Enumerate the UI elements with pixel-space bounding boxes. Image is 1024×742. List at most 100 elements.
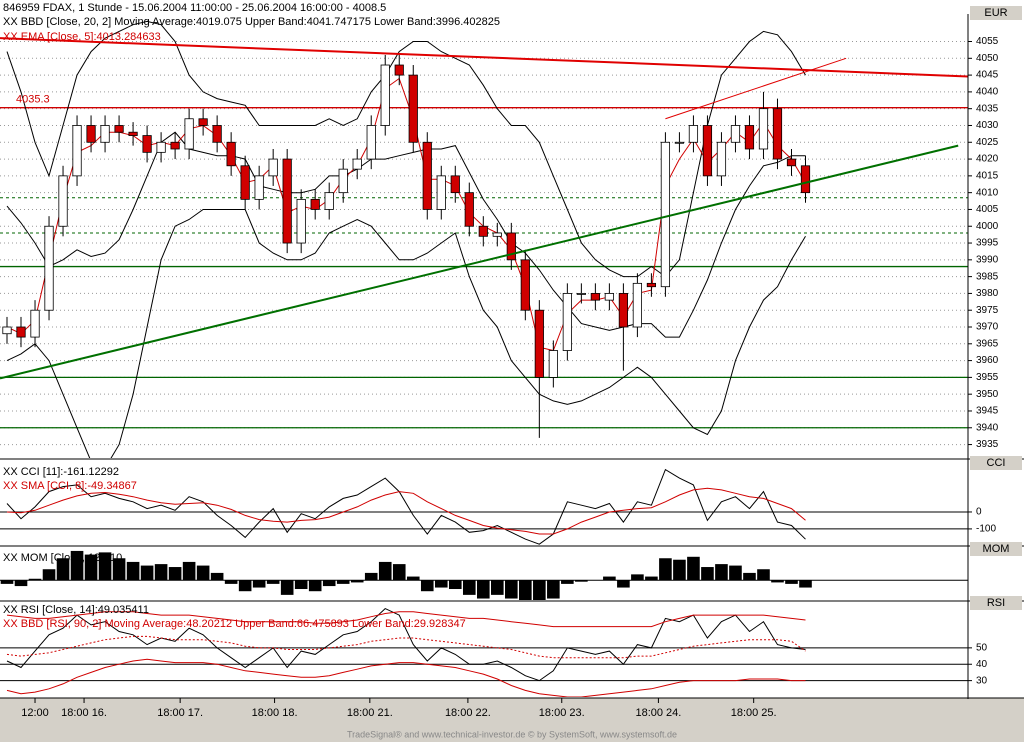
x-tick-label: 18:00 22. [445,707,491,719]
candle-body [534,309,544,378]
bar [0,580,14,584]
x-tick-label: 18:00 25. [731,707,777,719]
bar [687,556,700,581]
candle-body [604,293,614,301]
y-tick-label: 4035 [976,103,999,114]
candle-body [702,125,713,177]
candle-body [282,158,292,244]
x-axis-strip [0,698,1024,742]
bar [603,576,616,581]
bar [98,552,112,581]
bar [771,580,784,583]
candle-body [576,293,586,295]
bar [673,559,686,581]
y-tick-label: 3980 [976,288,999,299]
candle-body [646,282,657,288]
bar [28,578,42,581]
bar [252,580,266,588]
hline-label: 4035.3 [16,94,50,106]
candle-body [184,118,194,150]
bar [519,580,532,600]
axis-label: CCI [987,457,1006,469]
candle-body [254,175,264,200]
bar [14,580,28,587]
candle-body [632,282,642,328]
bar [434,580,448,588]
candle-body [562,293,572,351]
y-tick-label: 3985 [976,271,999,282]
y-tick-label: 4005 [976,204,999,215]
y-tick-label: 3995 [976,238,999,249]
y-tick-label: 50 [976,643,988,654]
y-tick-label: 4030 [976,120,999,131]
series-line [6,77,806,352]
bar [266,580,280,584]
trendline [665,57,847,120]
candle-body [422,141,432,210]
candle-body [730,125,741,143]
candle-body [758,108,769,150]
bar [785,580,798,584]
candle-body [338,168,348,194]
bar [715,564,728,581]
candle-body [324,192,334,210]
series-line [6,468,806,545]
candle-body [660,141,671,288]
candle-body [450,175,460,194]
bar [533,580,546,600]
candle-body [142,135,152,153]
panel [0,608,968,697]
candle-body [716,141,727,177]
bar [168,567,182,581]
axis-label-box [970,456,1022,470]
y-tick-label: 3975 [976,305,999,316]
candle-body [128,131,138,136]
bar [659,558,672,581]
candle-body [478,225,488,237]
bar [322,580,336,587]
bar [56,558,70,581]
candle-body [240,165,250,200]
bar [294,580,308,590]
bar [645,576,658,581]
candle-body [58,175,68,227]
bar [238,580,252,592]
candle-body [2,326,12,335]
bar [547,580,560,599]
bar [308,580,322,592]
candle-body [548,350,558,378]
y-tick-label: 0 [976,507,982,518]
y-tick-label: 4050 [976,53,999,64]
y-tick-label: 40 [976,659,988,670]
candle-body [436,175,446,210]
candle-body [366,125,376,160]
candle-body [394,64,404,76]
candle-body [464,192,474,227]
legend-entry: XX EMA [Close, 5]:4013.284633 [3,31,161,43]
candle-body [590,293,600,301]
axis-label-box [970,6,1022,20]
bar [476,580,490,599]
candle-body [520,259,530,311]
candle-body [226,141,236,167]
bar [84,554,98,581]
bar [42,569,56,581]
candle-body [310,198,320,210]
bar [561,580,574,584]
bar [70,550,84,581]
axis-label-box [970,596,1022,610]
y-tick-label: 4015 [976,171,999,182]
candle-body [212,125,222,143]
candle-body [156,141,166,153]
legend-entry: XX SMA [CCI, 8]:-49.34867 [3,480,137,492]
y-tick-label: 4010 [976,187,999,198]
x-tick-label: 18:00 21. [347,707,393,719]
bar [210,572,224,581]
legend-entry: XX BBD [Close, 20, 2] Moving Average:401… [3,16,500,28]
candle-body [380,64,390,126]
candle-body [296,198,306,244]
x-tick-label: 18:00 23. [539,707,585,719]
y-tick-label: 3955 [976,372,999,383]
candle-body [268,158,278,177]
